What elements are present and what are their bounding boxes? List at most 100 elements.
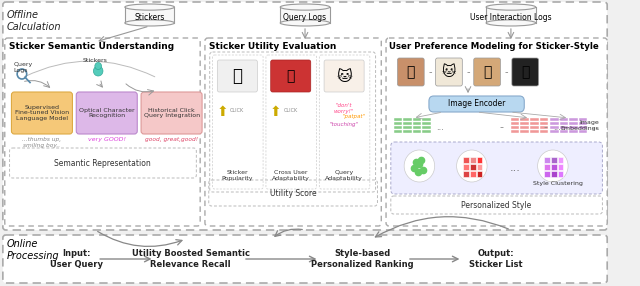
Bar (477, 157, 483, 163)
FancyBboxPatch shape (141, 92, 202, 134)
FancyBboxPatch shape (397, 58, 424, 86)
Bar (403, 130, 412, 133)
Bar (579, 118, 587, 121)
Text: -: - (543, 122, 547, 132)
Bar (422, 122, 431, 125)
FancyBboxPatch shape (280, 7, 330, 23)
Circle shape (93, 66, 103, 76)
Bar (413, 126, 421, 129)
Bar (530, 118, 538, 121)
Text: -: - (467, 67, 470, 77)
FancyBboxPatch shape (436, 58, 462, 86)
Text: Utility Boosted Semantic
Relevance Recall: Utility Boosted Semantic Relevance Recal… (132, 249, 250, 269)
Circle shape (456, 150, 487, 182)
Bar (394, 126, 403, 129)
Text: Query Logs: Query Logs (284, 13, 326, 21)
Text: Historical Click
Query Integration: Historical Click Query Integration (143, 108, 200, 118)
Text: -: - (428, 67, 431, 77)
Bar (470, 164, 476, 170)
Circle shape (95, 63, 102, 69)
Ellipse shape (280, 20, 330, 26)
Ellipse shape (486, 20, 536, 26)
Text: ...: ... (509, 163, 520, 173)
Text: -: - (504, 67, 508, 77)
Bar (394, 122, 403, 125)
Text: 🐼: 🐼 (521, 65, 529, 79)
Bar (540, 118, 548, 121)
Bar (569, 118, 578, 121)
Text: CLICK: CLICK (230, 108, 244, 113)
Text: "patpat": "patpat" (342, 114, 365, 119)
Bar (569, 130, 578, 133)
Text: Utility Score: Utility Score (270, 188, 316, 198)
Bar (530, 130, 538, 133)
Bar (569, 126, 578, 129)
Bar (520, 118, 529, 121)
FancyBboxPatch shape (386, 38, 607, 226)
Text: Personalized Style: Personalized Style (461, 200, 532, 210)
FancyBboxPatch shape (125, 7, 175, 23)
Bar (559, 130, 568, 133)
Bar (559, 118, 568, 121)
Bar (551, 171, 557, 177)
Ellipse shape (125, 20, 175, 26)
Bar (413, 130, 421, 133)
Text: 🐱: 🐱 (336, 69, 352, 84)
Bar (569, 122, 578, 125)
Bar (550, 130, 559, 133)
FancyBboxPatch shape (3, 2, 607, 230)
Circle shape (538, 150, 568, 182)
Bar (463, 164, 469, 170)
Bar (463, 171, 469, 177)
Bar (413, 118, 421, 121)
Bar (544, 157, 550, 163)
Text: Optical Character
Recognition: Optical Character Recognition (79, 108, 134, 118)
Bar (579, 126, 587, 129)
Text: ...thumbs up,
smiling boy..: ...thumbs up, smiling boy.. (22, 137, 61, 148)
Text: ⬆: ⬆ (216, 105, 228, 119)
Text: CLICK: CLICK (284, 108, 298, 113)
Text: "touching": "touching" (330, 122, 358, 127)
Bar (550, 122, 559, 125)
Text: Cross User
Adaptability: Cross User Adaptability (272, 170, 310, 181)
Text: Query
Logs: Query Logs (13, 62, 33, 73)
FancyBboxPatch shape (218, 60, 257, 92)
Text: Sticker Semantic Understanding: Sticker Semantic Understanding (8, 42, 173, 51)
Text: Online
Processing: Online Processing (6, 239, 60, 261)
Bar (559, 126, 568, 129)
Bar (579, 130, 587, 133)
FancyBboxPatch shape (512, 58, 538, 86)
Bar (557, 157, 563, 163)
Text: User Preference Modeling for Sticker-Style: User Preference Modeling for Sticker-Sty… (389, 42, 598, 51)
Ellipse shape (280, 4, 330, 10)
Bar (403, 118, 412, 121)
Text: "don't
worry!": "don't worry!" (334, 103, 355, 114)
Text: 🎭: 🎭 (232, 67, 243, 85)
Bar (544, 164, 550, 170)
Bar (559, 122, 568, 125)
Text: ...: ... (553, 122, 561, 132)
Text: -: - (499, 122, 504, 132)
Text: very GOOD!: very GOOD! (88, 137, 125, 142)
FancyBboxPatch shape (486, 7, 536, 23)
FancyBboxPatch shape (76, 92, 137, 134)
Circle shape (404, 150, 435, 182)
Bar (422, 130, 431, 133)
Bar (579, 122, 587, 125)
Bar (403, 126, 412, 129)
FancyBboxPatch shape (4, 38, 200, 226)
Text: Style-based
Personalized Ranking: Style-based Personalized Ranking (311, 249, 413, 269)
Text: Offline
Calculation: Offline Calculation (6, 10, 61, 31)
Bar (394, 118, 403, 121)
Text: ...: ... (436, 122, 444, 132)
Text: Style Clustering: Style Clustering (534, 181, 584, 186)
Bar (470, 171, 476, 177)
Text: Stickers: Stickers (83, 58, 108, 63)
FancyBboxPatch shape (271, 60, 311, 92)
Bar (557, 171, 563, 177)
FancyBboxPatch shape (12, 92, 72, 134)
Ellipse shape (486, 4, 536, 10)
Bar (403, 122, 412, 125)
Text: Sticker Utility Evaluation: Sticker Utility Evaluation (209, 42, 336, 51)
Text: Stickers: Stickers (134, 13, 165, 21)
